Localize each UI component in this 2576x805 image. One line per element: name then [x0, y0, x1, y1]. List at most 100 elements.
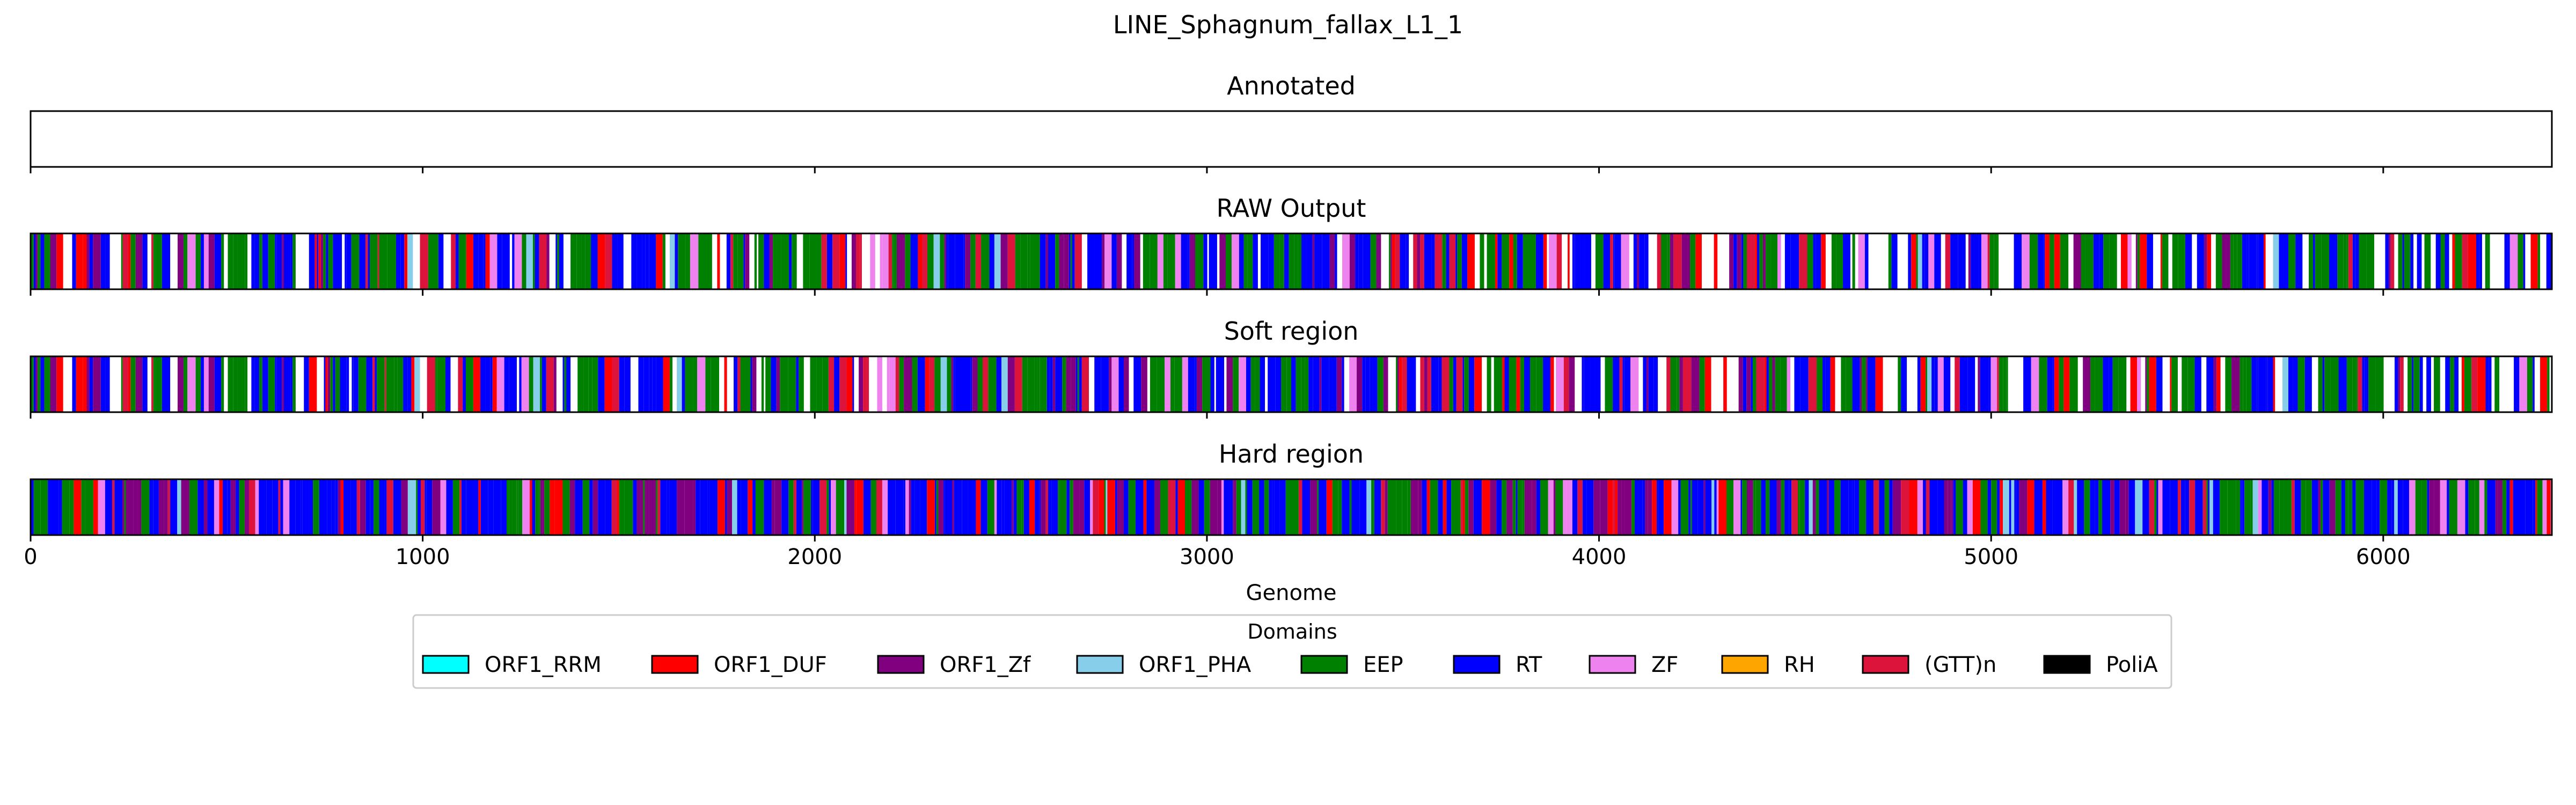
domain-segment [201, 233, 204, 289]
domain-segment [895, 479, 904, 535]
domain-segment [323, 233, 326, 289]
domain-segment [386, 356, 394, 412]
domain-segment [236, 479, 238, 535]
domain-segment [1600, 479, 1608, 535]
legend-items: ORF1_RRM ORF1_DUF ORF1_Zf ORF1_PHA EEP RT ZF RH… [422, 653, 2158, 677]
domain-segment [488, 479, 494, 535]
domain-segment [1825, 356, 1831, 412]
domain-segment [1614, 233, 1621, 289]
domain-segment [1298, 233, 1301, 289]
domain-segment [403, 356, 408, 412]
domain-segment [938, 479, 943, 535]
domain-segment [2329, 233, 2338, 289]
domain-segment [164, 479, 168, 535]
domain-segment [1198, 479, 1204, 535]
domain-segment [2346, 233, 2348, 289]
domain-segment [846, 479, 855, 535]
domain-segment [2016, 479, 2019, 535]
domain-segment [1834, 479, 1841, 535]
domain-segment [920, 479, 927, 535]
domain-segment [669, 479, 677, 535]
domain-segment [624, 479, 633, 535]
domain-segment [1968, 233, 1971, 289]
domain-segment [727, 479, 733, 535]
domain-segment [1690, 479, 1692, 535]
domain-segment [1143, 233, 1150, 289]
domain-segment [89, 233, 93, 289]
domain-segment [1807, 233, 1813, 289]
domain-segment [1298, 479, 1302, 535]
domain-segment [130, 356, 136, 412]
domain-segment [251, 356, 255, 412]
domain-segment [994, 233, 1001, 289]
legend-swatch [2043, 655, 2091, 674]
domain-segment [416, 479, 418, 535]
domain-segment [1308, 356, 1313, 412]
domain-segment [619, 356, 625, 412]
domain-segment [1224, 479, 1231, 535]
domain-segment [2279, 479, 2284, 535]
domain-segment [752, 479, 756, 535]
domain-segment [570, 233, 577, 289]
domain-segment [737, 233, 744, 289]
domain-segment [1979, 233, 1981, 289]
domain-segment [1034, 356, 1037, 412]
domain-segment [1243, 233, 1248, 289]
domain-segment [887, 356, 890, 412]
domain-segment [214, 233, 222, 289]
domain-segment [2149, 356, 2156, 412]
domain-segment [377, 233, 379, 289]
domain-segment [581, 233, 586, 289]
domain-segment [1595, 233, 1604, 289]
domain-segment [1460, 479, 1463, 535]
domain-segment [535, 233, 539, 289]
domain-segment [1420, 356, 1424, 412]
domain-segment [1956, 479, 1963, 535]
domain-segment [2348, 233, 2353, 289]
domain-segment [2523, 233, 2526, 289]
domain-segment [2427, 479, 2429, 535]
domain-segment [2514, 356, 2517, 412]
domain-segment [1141, 356, 1147, 412]
domain-segment [2455, 233, 2462, 289]
domain-segment [2279, 233, 2284, 289]
domain-segment [980, 479, 987, 535]
domain-segment [1487, 356, 1491, 412]
domain-segment [1319, 356, 1322, 412]
domain-segment [2114, 479, 2120, 535]
domain-segment [1079, 479, 1085, 535]
domain-segment [2484, 479, 2487, 535]
domain-segment [1513, 233, 1517, 289]
domain-segment [386, 479, 393, 535]
domain-segment [566, 356, 571, 412]
domain-segment [2355, 479, 2365, 535]
domain-segment [335, 356, 340, 412]
domain-segment [789, 233, 792, 289]
domain-segment [1210, 356, 1214, 412]
domain-segment [636, 479, 643, 535]
domain-segment [496, 356, 504, 412]
domain-segment [1073, 479, 1080, 535]
domain-segment [473, 233, 479, 289]
domain-segment [1157, 356, 1165, 412]
domain-segment [1473, 479, 1482, 535]
domain-segment [539, 233, 547, 289]
domain-segment [1987, 479, 1992, 535]
domain-segment [2434, 356, 2440, 412]
domain-segment [1523, 233, 1529, 289]
domain-segment [302, 479, 309, 535]
domain-segment [33, 356, 36, 412]
domain-segment [733, 233, 738, 289]
domain-segment [2313, 233, 2315, 289]
domain-segment [582, 479, 590, 535]
domain-segment [2445, 356, 2450, 412]
domain-segment [1846, 356, 1853, 412]
domain-segment [1980, 479, 1988, 535]
domain-segment [1841, 356, 1846, 412]
domain-segment [559, 233, 564, 289]
domain-segment [133, 479, 142, 535]
domain-segment [396, 233, 401, 289]
domain-segment [2419, 356, 2423, 412]
domain-segment [2527, 356, 2533, 412]
domain-segment [502, 233, 510, 289]
